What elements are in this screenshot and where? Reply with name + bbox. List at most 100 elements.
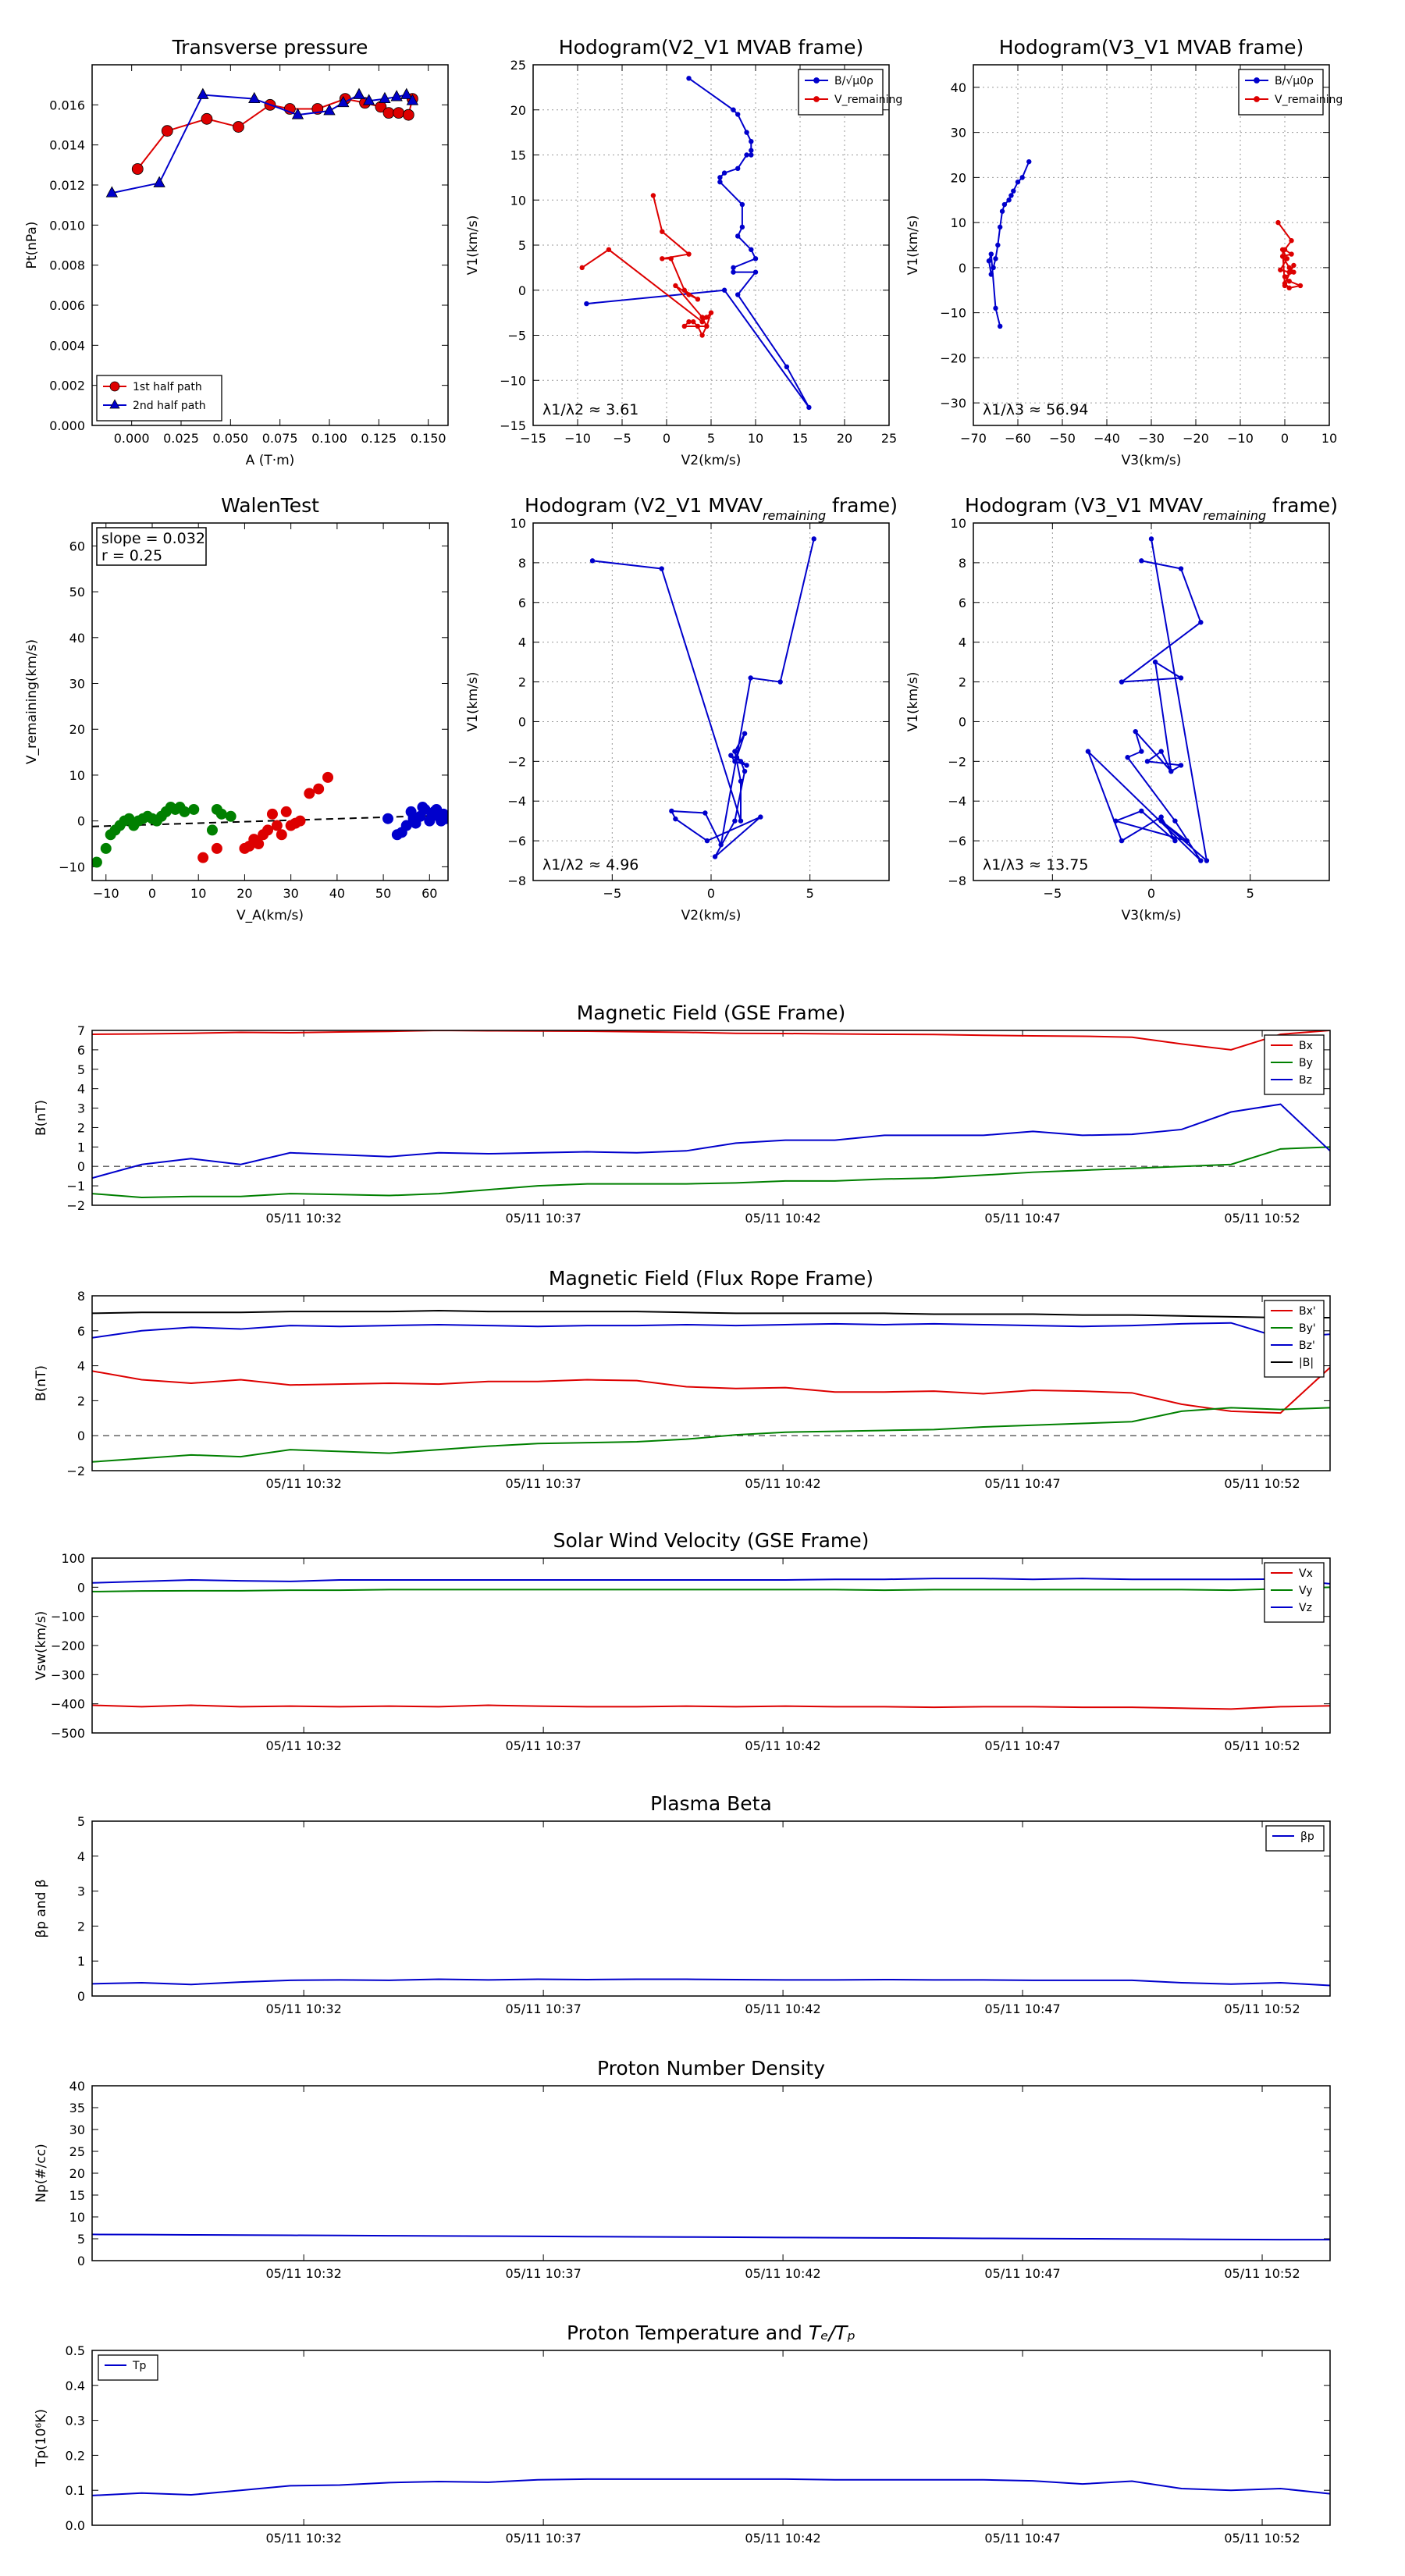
series-blue bbox=[382, 802, 448, 841]
series-line bbox=[586, 77, 810, 408]
data-point bbox=[993, 305, 998, 311]
data-point bbox=[748, 675, 753, 681]
chart-h31r: Hodogram (V3_V1 MVAVremaining frame) −5 0 5… bbox=[905, 494, 1338, 923]
x-tick-label: 05/11 10:47 bbox=[984, 1476, 1060, 1491]
plot-area bbox=[92, 1030, 1330, 1199]
y-tick-label: 0 bbox=[518, 283, 526, 298]
data-point bbox=[691, 318, 696, 325]
series-line-bx bbox=[92, 1367, 1330, 1414]
chart-title: Hodogram (V2_V1 MVAVremaining frame) bbox=[525, 494, 898, 523]
data-point bbox=[400, 87, 413, 99]
legend-label: V_remaining bbox=[834, 94, 902, 106]
x-tick-label: 10 bbox=[190, 886, 206, 901]
series-line-bz bbox=[92, 1322, 1330, 1339]
x-tick-label: −5 bbox=[613, 431, 631, 446]
chart-mag_gse: Magnetic Field (GSE Frame) 05/11 10:32 05/… bbox=[34, 1002, 1331, 1226]
y-tick-label: 0.012 bbox=[49, 178, 85, 193]
y-tick-label: 1 bbox=[77, 1954, 85, 1969]
x-tick-label: 10 bbox=[748, 431, 763, 446]
x-tick-label: 05/11 10:37 bbox=[505, 2001, 581, 2016]
data-point bbox=[718, 842, 724, 848]
y-axis-label: V_remaining(km/s) bbox=[24, 639, 40, 764]
x-tick-label: 30 bbox=[283, 886, 298, 901]
x-tick-label: −20 bbox=[1183, 431, 1209, 446]
plot-area bbox=[92, 1578, 1330, 1710]
plot-frame bbox=[532, 522, 890, 881]
series-line-by bbox=[92, 1146, 1330, 1199]
series-blue bbox=[589, 536, 816, 859]
y-axis-label: Pt(nPa) bbox=[24, 222, 40, 269]
plot-area bbox=[579, 76, 812, 411]
y-tick-label: 40 bbox=[69, 631, 85, 646]
data-point bbox=[988, 251, 994, 257]
data-point bbox=[1152, 659, 1158, 665]
data-point bbox=[717, 179, 723, 185]
y-tick-label: 4 bbox=[77, 1082, 85, 1097]
data-point bbox=[668, 256, 674, 262]
x-tick-label: 05/11 10:32 bbox=[265, 1211, 341, 1226]
legend: Bx' By' Bz' |B| bbox=[1264, 1300, 1325, 1378]
series-line bbox=[1087, 539, 1208, 863]
data-point bbox=[161, 125, 173, 137]
y-tick-label: −100 bbox=[51, 1610, 85, 1624]
data-point bbox=[1119, 679, 1125, 685]
y-tick-label: 0.0 bbox=[66, 2518, 85, 2533]
y-tick-label: 0 bbox=[77, 2254, 85, 2268]
data-point bbox=[744, 130, 749, 135]
annotation-box bbox=[96, 527, 207, 566]
data-point bbox=[1286, 279, 1292, 284]
data-point bbox=[673, 283, 678, 289]
x-tick-label: 05/11 10:32 bbox=[265, 1738, 341, 1753]
data-point bbox=[686, 76, 692, 81]
data-point bbox=[1125, 755, 1130, 760]
data-point bbox=[262, 824, 274, 836]
x-tick-label: 05/11 10:37 bbox=[505, 2266, 581, 2281]
data-point bbox=[589, 558, 596, 564]
data-point bbox=[712, 854, 718, 859]
data-point bbox=[440, 813, 448, 824]
data-point bbox=[717, 175, 723, 180]
y-tick-label: 1 bbox=[77, 1140, 85, 1155]
x-tick-label: 05/11 10:42 bbox=[745, 1738, 820, 1753]
plot-frame bbox=[973, 522, 1330, 881]
y-tick-label: 30 bbox=[69, 677, 85, 692]
chart-title: Magnetic Field (Flux Rope Frame) bbox=[549, 1267, 873, 1290]
x-tick-label: 0 bbox=[707, 886, 715, 901]
y-tick-label: 0 bbox=[77, 1429, 85, 1443]
y-tick-label: 6 bbox=[959, 596, 966, 610]
data-point bbox=[702, 810, 708, 816]
data-point bbox=[248, 91, 261, 104]
y-tick-label: −5 bbox=[507, 329, 526, 343]
data-point bbox=[1158, 818, 1164, 824]
data-point bbox=[1006, 197, 1012, 203]
y-tick-label: 7 bbox=[77, 1023, 85, 1038]
series-line-p bbox=[92, 1978, 1330, 1987]
y-tick-label: 8 bbox=[77, 1289, 85, 1304]
data-point bbox=[1178, 566, 1184, 571]
data-point bbox=[233, 121, 244, 133]
legend-label: βp bbox=[1300, 1831, 1314, 1843]
data-point bbox=[1008, 193, 1014, 198]
x-tick-label: 15 bbox=[792, 431, 808, 446]
y-tick-label: −10 bbox=[500, 373, 526, 388]
y-tick-label: 15 bbox=[69, 2188, 85, 2203]
chart-np: Proton Number Density 05/11 10:32 05/11 10… bbox=[34, 2057, 1331, 2281]
series-green bbox=[92, 802, 237, 868]
data-point bbox=[1148, 536, 1154, 542]
chart-title: Magnetic Field (GSE Frame) bbox=[577, 1002, 845, 1024]
y-tick-label: −8 bbox=[507, 873, 526, 888]
plot-frame bbox=[91, 1820, 1331, 1997]
y-tick-label: 35 bbox=[69, 2101, 85, 2115]
annotation-text: slope = 0.032 bbox=[101, 530, 205, 547]
data-point bbox=[752, 269, 759, 275]
chart-title: Proton Temperature and Tₑ/Tₚ bbox=[567, 2322, 855, 2344]
y-tick-label: −4 bbox=[507, 794, 526, 809]
x-tick-label: 0.050 bbox=[212, 431, 248, 446]
legend-label: Bz' bbox=[1299, 1340, 1315, 1352]
plot-frame bbox=[91, 2350, 1331, 2526]
x-tick-label: −10 bbox=[1227, 431, 1254, 446]
y-tick-label: 0 bbox=[77, 814, 85, 829]
series-1st-half-path bbox=[131, 93, 418, 175]
y-tick-label: 0 bbox=[77, 1989, 85, 2004]
